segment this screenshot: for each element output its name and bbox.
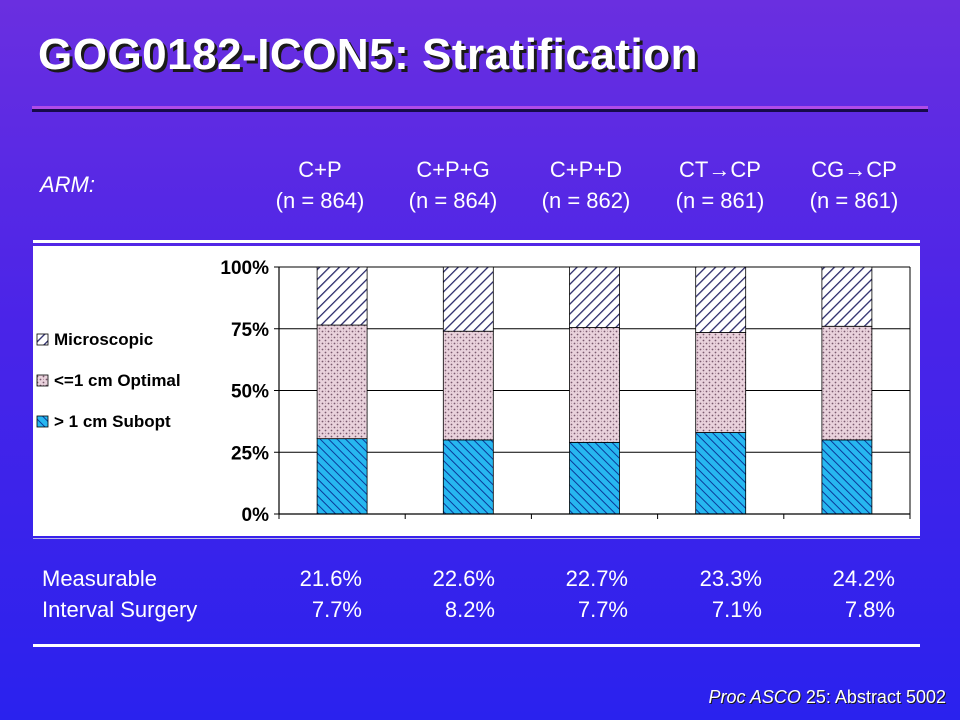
legend-label: <=1 cm Optimal: [54, 371, 181, 390]
arm-header-5: CG→CP (n = 861): [789, 154, 919, 216]
legend-label: Microscopic: [54, 330, 153, 349]
legend-label: > 1 cm Subopt: [54, 412, 171, 431]
title-divider: [32, 106, 928, 112]
header-divider: [33, 240, 920, 243]
citation-detail: 25: Abstract 5002: [800, 687, 946, 707]
bar-segment: [316, 438, 368, 515]
bar-segment: [442, 439, 494, 515]
legend-swatch: [36, 374, 49, 387]
interval-surgery-value: 8.2%: [444, 597, 495, 622]
bar-segment: [695, 432, 747, 515]
bar-segment: [442, 266, 494, 332]
bar-segment: [569, 441, 620, 515]
arm-count: (n = 864): [408, 188, 498, 213]
arm-header-3: C+P+D (n = 862): [521, 154, 651, 216]
legend-swatch: [36, 333, 49, 346]
measurable-value: 24.2%: [832, 566, 895, 591]
chart-bottom-divider: [33, 538, 920, 539]
slide-title: GOG0182-ICON5: Stratification: [38, 30, 698, 79]
arm-name: C+P+G: [416, 157, 490, 182]
y-tick-label: 75%: [231, 320, 269, 341]
bar-segment: [695, 332, 747, 433]
bar-segment: [316, 324, 368, 440]
interval-surgery-value: 7.1%: [711, 597, 762, 622]
arm-header-1: C+P (n = 864): [255, 154, 385, 216]
bar-segment: [569, 327, 620, 443]
arm-name: C+P: [298, 157, 342, 182]
arm-header-4: CT→CP (n = 861): [655, 154, 785, 216]
arm-count: (n = 862): [541, 188, 631, 213]
arm-name: C+P+D: [549, 157, 623, 182]
bar-segment: [316, 266, 368, 326]
arm-name: CT→CP: [679, 157, 761, 182]
citation: Proc ASCO 25: Abstract 5002: [709, 687, 946, 708]
measurable-value: 21.6%: [299, 566, 362, 591]
arm-label: ARM:: [40, 172, 95, 197]
measurable-label: Measurable: [42, 566, 157, 591]
bar-segment: [569, 266, 620, 328]
citation-journal: Proc ASCO: [708, 687, 801, 707]
interval-surgery-value: 7.7%: [311, 597, 362, 622]
y-tick-label: 50%: [231, 382, 269, 403]
bar-segment: [821, 325, 873, 441]
interval-surgery-label: Interval Surgery: [42, 597, 198, 622]
legend-swatch: [36, 415, 49, 428]
measurable-value: 22.7%: [565, 566, 628, 591]
interval-surgery-value: 7.8%: [844, 597, 895, 622]
measurable-value: 23.3%: [699, 566, 762, 591]
stacked-bar-chart: 0% 25% 50% 75% 100% Microscopic <=1 cm Optima…: [36, 258, 911, 526]
stats-divider: [33, 644, 920, 647]
bar-segment: [821, 266, 873, 327]
bar-segment: [821, 439, 873, 515]
stratification-chart: 0% 25% 50% 75% 100% Microscopic <=1 cm Optima…: [33, 246, 920, 536]
y-tick-label: 100%: [220, 258, 269, 279]
bar-segment: [442, 330, 494, 441]
y-tick-label: 25%: [231, 443, 269, 464]
arm-count: (n = 861): [675, 188, 765, 213]
arm-count: (n = 861): [809, 188, 899, 213]
y-tick-label: 0%: [242, 505, 270, 526]
bar-segment: [695, 266, 747, 333]
arm-name: CG→CP: [811, 157, 897, 182]
measurable-value: 22.6%: [432, 566, 495, 591]
arm-header-2: C+P+G (n = 864): [388, 154, 518, 216]
interval-surgery-value: 7.7%: [577, 597, 628, 622]
arm-count: (n = 864): [275, 188, 365, 213]
